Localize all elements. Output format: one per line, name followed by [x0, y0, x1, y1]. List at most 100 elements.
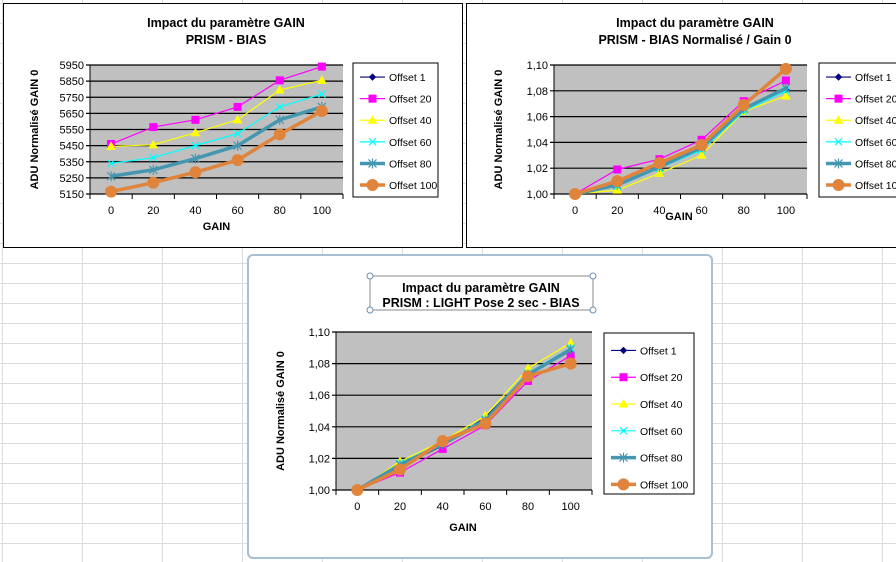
- legend: [818, 62, 896, 198]
- legend-marker: [834, 158, 843, 169]
- data-point: [190, 153, 200, 164]
- legend-marker: [619, 426, 628, 435]
- legend-label: Offset 60: [855, 137, 896, 149]
- legend-label: Offset 100: [855, 180, 896, 192]
- legend-marker: [368, 158, 377, 169]
- data-point: [106, 141, 116, 150]
- selection-handle: [366, 272, 374, 280]
- data-point: [564, 357, 577, 370]
- data-point: [149, 123, 158, 132]
- chart-subtitle: PRISM - BIAS: [186, 33, 267, 47]
- x-tick-label: 20: [147, 205, 159, 217]
- y-tick-label: 1,00: [527, 189, 548, 201]
- chart-title: Impact du paramètre GAIN: [402, 281, 560, 295]
- data-point: [317, 62, 326, 71]
- data-point: [190, 127, 201, 137]
- y-tick-label: 1,10: [527, 60, 548, 72]
- legend-marker: [368, 73, 377, 81]
- data-point: [522, 370, 534, 383]
- legend-label: Offset 40: [855, 115, 896, 127]
- legend-label: Offset 60: [389, 137, 432, 149]
- x-tick-label: 40: [189, 205, 201, 217]
- x-tick-label: 20: [611, 205, 623, 217]
- chart-title: Impact du paramètre GAIN: [616, 16, 774, 30]
- chart-subtitle: PRISM - BIAS Normalisé / Gain 0: [598, 33, 791, 47]
- x-tick-label: 20: [394, 501, 406, 513]
- data-point: [147, 176, 160, 189]
- legend-label: Offset 60: [640, 426, 683, 438]
- y-tick-label: 5250: [60, 173, 84, 185]
- data-point: [106, 171, 116, 182]
- x-tick-label: 100: [777, 205, 795, 217]
- series-line-offset-40: [575, 95, 787, 195]
- legend-label: Offset 40: [640, 399, 683, 411]
- x-tick-label: 0: [572, 205, 578, 217]
- data-point: [654, 168, 665, 177]
- y-tick-label: 5950: [60, 60, 84, 72]
- y-tick-label: 1,02: [309, 453, 330, 465]
- x-tick-label: 80: [738, 205, 750, 217]
- data-point: [274, 84, 285, 94]
- legend-label: Offset 100: [389, 180, 437, 192]
- legend-label: Offset 80: [640, 453, 683, 465]
- data-point: [233, 129, 242, 138]
- y-tick-label: 5150: [60, 189, 84, 201]
- selection-handle: [589, 306, 597, 314]
- x-tick-label: 40: [437, 501, 449, 513]
- data-point: [148, 164, 158, 175]
- data-point: [351, 484, 364, 496]
- legend-marker: [832, 179, 845, 192]
- legend-label: Offset 1: [640, 345, 677, 357]
- legend-label: Offset 100: [640, 479, 688, 491]
- data-point: [149, 153, 158, 162]
- data-point: [566, 344, 576, 355]
- data-point: [779, 62, 792, 75]
- x-tick-label: 60: [695, 205, 707, 217]
- legend-label: Offset 1: [389, 72, 426, 84]
- data-point: [781, 90, 791, 100]
- series-line-offset-60: [111, 93, 323, 164]
- legend-marker: [368, 94, 377, 103]
- legend: [603, 332, 695, 495]
- chart-subtitle: PRISM : LIGHT Pose 2 sec - BIAS: [382, 296, 579, 310]
- y-axis-label: ADU Normalisé GAIN 0: [275, 351, 287, 471]
- y-tick-label: 1,08: [527, 86, 548, 98]
- y-tick-label: 1,02: [527, 163, 548, 175]
- data-point: [191, 141, 200, 150]
- data-point: [105, 185, 118, 198]
- legend-marker: [618, 399, 629, 408]
- data-point: [275, 103, 284, 111]
- data-point: [653, 157, 666, 170]
- x-axis-label: GAIN: [449, 522, 477, 534]
- selection-handle: [589, 272, 597, 280]
- y-axis-label: ADU Normalisé GAIN 0: [493, 70, 505, 190]
- x-tick-label: 0: [354, 501, 360, 513]
- x-tick-label: 40: [653, 205, 665, 217]
- data-point: [613, 165, 622, 174]
- data-point: [233, 140, 243, 151]
- chart-3: [332, 272, 695, 496]
- legend-marker: [619, 346, 628, 355]
- legend: [352, 62, 439, 198]
- data-point: [107, 159, 116, 168]
- x-tick-label: 100: [313, 205, 331, 217]
- y-tick-label: 5750: [60, 92, 84, 104]
- legend-label: Offset 80: [389, 158, 432, 170]
- legend-marker: [834, 94, 843, 103]
- data-point: [148, 139, 159, 149]
- y-tick-label: 1,04: [527, 137, 548, 149]
- data-point: [231, 154, 244, 167]
- data-point: [394, 463, 406, 476]
- x-axis-label: GAIN: [665, 211, 693, 223]
- chart-2: [550, 62, 896, 200]
- series-line-offset-100: [356, 361, 572, 492]
- y-tick-label: 5350: [60, 157, 84, 169]
- x-tick-label: 80: [274, 205, 286, 217]
- x-tick-label: 100: [561, 501, 579, 513]
- series-line-offset-80: [574, 86, 787, 196]
- legend-label: Offset 20: [389, 94, 432, 106]
- selection-handle: [366, 306, 374, 314]
- data-point: [781, 76, 790, 85]
- y-tick-label: 1,04: [309, 422, 330, 434]
